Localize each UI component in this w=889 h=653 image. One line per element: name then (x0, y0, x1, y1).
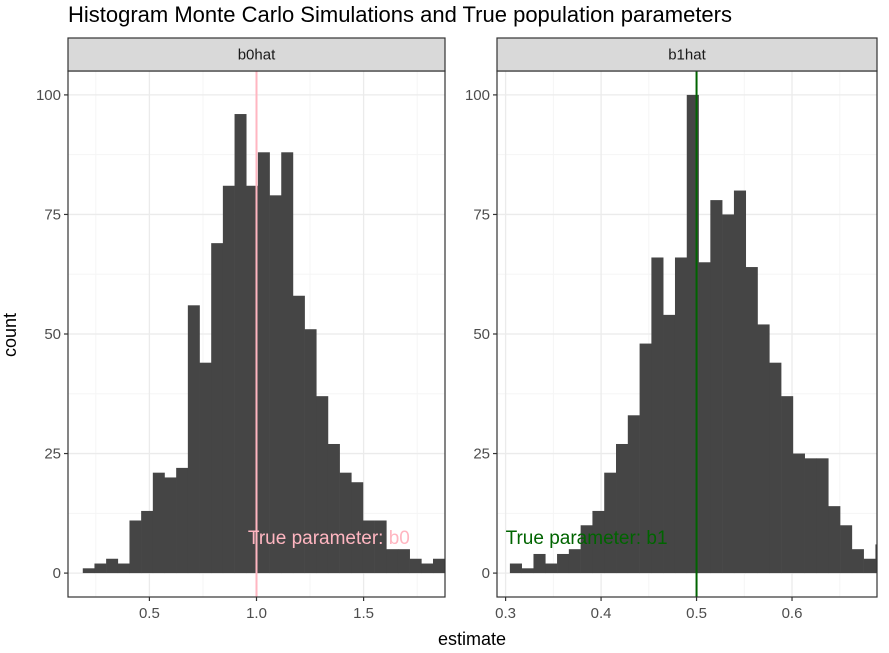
histogram-bar (281, 152, 294, 574)
facet-strip-label: b0hat (238, 47, 276, 64)
histogram-bar (164, 477, 177, 574)
histogram-bar (386, 549, 399, 574)
y-tick-label: 0 (53, 565, 61, 582)
histogram-bar (828, 506, 841, 574)
histogram-bar (509, 563, 522, 574)
y-tick-label: 75 (473, 206, 490, 223)
histogram-bar (875, 544, 877, 574)
histogram-bar (792, 453, 805, 574)
x-tick-label: 0.6 (782, 605, 803, 622)
histogram-bar (580, 525, 593, 574)
chart-title: Histogram Monte Carlo Simulations and Tr… (68, 2, 732, 27)
facet-strip (67, 37, 446, 72)
histogram-bar (557, 553, 570, 574)
histogram-bar (304, 329, 317, 574)
x-axis-label: estimate (438, 629, 506, 648)
histogram-bar (604, 472, 617, 574)
histogram-bar (710, 200, 723, 574)
x-tick-label: 0.5 (686, 605, 707, 622)
x-tick-label: 1.0 (246, 605, 267, 622)
histogram-bar (674, 257, 688, 574)
histogram-bar (316, 396, 329, 574)
histogram-bar (222, 185, 235, 574)
histogram-bar (804, 458, 817, 574)
y-tick-label: 100 (465, 87, 490, 104)
histogram-bar (269, 195, 282, 574)
histogram-bar (616, 443, 629, 574)
histogram-bar (421, 563, 434, 574)
histogram-bar (851, 549, 864, 574)
histogram-bar (733, 190, 747, 574)
histogram-bar (627, 415, 640, 574)
histogram-bars (509, 94, 877, 574)
histogram-bar (246, 185, 259, 574)
histogram-bars (82, 114, 445, 574)
histogram-bar (757, 324, 770, 574)
histogram-bar (816, 458, 829, 574)
histogram-bar (781, 396, 794, 574)
histogram-bar (257, 152, 270, 574)
facet-panel-b0hat: True parameter: b0 b0hat 0 25 50 75 100 0.5 1.0 1… (36, 37, 446, 622)
y-axis-label: count (0, 313, 20, 357)
histogram-bar (152, 472, 165, 574)
histogram-bar (82, 568, 95, 574)
y-tick-label: 50 (44, 326, 61, 343)
histogram-bar (769, 362, 782, 574)
y-tick-label: 100 (36, 87, 61, 104)
histogram-bar (409, 558, 422, 574)
histogram-bar (362, 520, 375, 574)
y-tick-label: 25 (473, 446, 490, 463)
histogram-bar (663, 314, 676, 574)
histogram-bar (533, 553, 546, 574)
histogram-bar (592, 510, 605, 574)
histogram-bar (351, 482, 364, 574)
histogram-bar (187, 305, 200, 574)
histogram-bar (117, 563, 130, 574)
histogram-bar (521, 568, 534, 574)
histogram-bar (176, 467, 189, 574)
histogram-bar (234, 114, 247, 574)
y-tick-label: 75 (44, 206, 61, 223)
y-tick-label: 0 (482, 565, 490, 582)
histogram-bar (863, 558, 876, 574)
histogram-bar (840, 525, 853, 574)
x-tick-label: 0.5 (139, 605, 160, 622)
histogram-bar (444, 568, 445, 574)
histogram-bar (745, 267, 758, 574)
x-tick-label: 0.3 (495, 605, 516, 622)
true-parameter-annotation: True parameter: b0 (248, 528, 410, 549)
histogram-bar (106, 558, 119, 574)
x-tick-label: 0.4 (591, 605, 612, 622)
histogram-bar (211, 243, 224, 574)
histogram-bar (433, 558, 445, 574)
histogram-bar (698, 262, 711, 574)
y-tick-label: 50 (473, 326, 490, 343)
facet-strip (496, 37, 878, 72)
histogram-bar (568, 549, 581, 574)
histogram-bar (339, 472, 352, 574)
x-tick-label: 1.5 (353, 605, 374, 622)
histogram-bar (199, 362, 212, 574)
histogram-bar (129, 520, 142, 574)
facet-panel-b1hat: True parameter: b1 b1hat 0 25 50 75 100 0.3 0.4 0… (465, 37, 878, 622)
histogram-bar (292, 295, 305, 574)
histogram-bar (94, 563, 107, 574)
facet-strip-label: b1hat (668, 47, 706, 64)
annotation-group: True parameter: b1 (506, 528, 668, 549)
histogram-bar (327, 443, 340, 574)
histogram-bar (397, 549, 410, 574)
histogram-bar (722, 214, 735, 574)
annotation-group: True parameter: b0 (248, 528, 410, 549)
histogram-bar (141, 510, 154, 574)
histogram-bar (545, 563, 558, 574)
true-parameter-annotation: True parameter: b1 (506, 528, 668, 549)
histogram-bar (639, 343, 652, 574)
histogram-bar (651, 257, 664, 574)
y-tick-label: 25 (44, 446, 61, 463)
histogram-bar (374, 520, 387, 574)
